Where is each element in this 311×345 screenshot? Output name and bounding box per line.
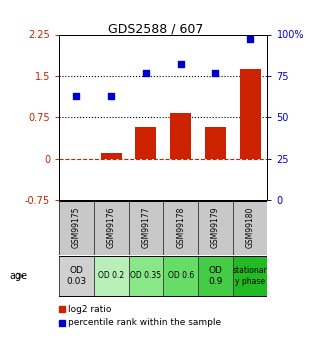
Text: stationar
y phase: stationar y phase	[233, 266, 267, 286]
Bar	[240, 69, 261, 159]
Text: percentile rank within the sample: percentile rank within the sample	[68, 318, 221, 327]
Bar	[59, 201, 94, 255]
Bar	[233, 201, 267, 255]
Bar	[59, 256, 94, 296]
Text: OD 0.2: OD 0.2	[98, 272, 124, 280]
Point	[213, 70, 218, 75]
Bar	[198, 201, 233, 255]
Text: OD
0.03: OD 0.03	[66, 266, 86, 286]
Bar	[205, 127, 226, 159]
Text: GSM99175: GSM99175	[72, 207, 81, 248]
Point	[143, 70, 148, 75]
Bar	[128, 201, 163, 255]
Bar	[94, 201, 128, 255]
Text: OD 0.35: OD 0.35	[130, 272, 161, 280]
Bar	[170, 114, 191, 159]
Point	[248, 37, 253, 42]
Point	[109, 93, 114, 99]
Bar	[128, 256, 163, 296]
Bar	[163, 256, 198, 296]
Text: GSM99178: GSM99178	[176, 207, 185, 248]
Text: GSM99179: GSM99179	[211, 207, 220, 248]
Text: OD
0.9: OD 0.9	[208, 266, 223, 286]
Bar	[163, 201, 198, 255]
Text: OD 0.6: OD 0.6	[168, 272, 194, 280]
Bar	[136, 127, 156, 159]
Text: GSM99177: GSM99177	[142, 207, 151, 248]
Bar	[198, 256, 233, 296]
Text: GDS2588 / 607: GDS2588 / 607	[108, 22, 203, 36]
Text: GSM99180: GSM99180	[246, 207, 255, 248]
Text: log2 ratio: log2 ratio	[68, 305, 111, 314]
Point	[178, 61, 183, 67]
Bar	[101, 153, 122, 159]
Bar	[59, 320, 65, 326]
Bar	[94, 256, 128, 296]
Point	[74, 93, 79, 99]
Bar	[233, 256, 267, 296]
Text: age: age	[9, 271, 27, 281]
Bar	[59, 306, 65, 312]
Text: GSM99176: GSM99176	[107, 207, 116, 248]
